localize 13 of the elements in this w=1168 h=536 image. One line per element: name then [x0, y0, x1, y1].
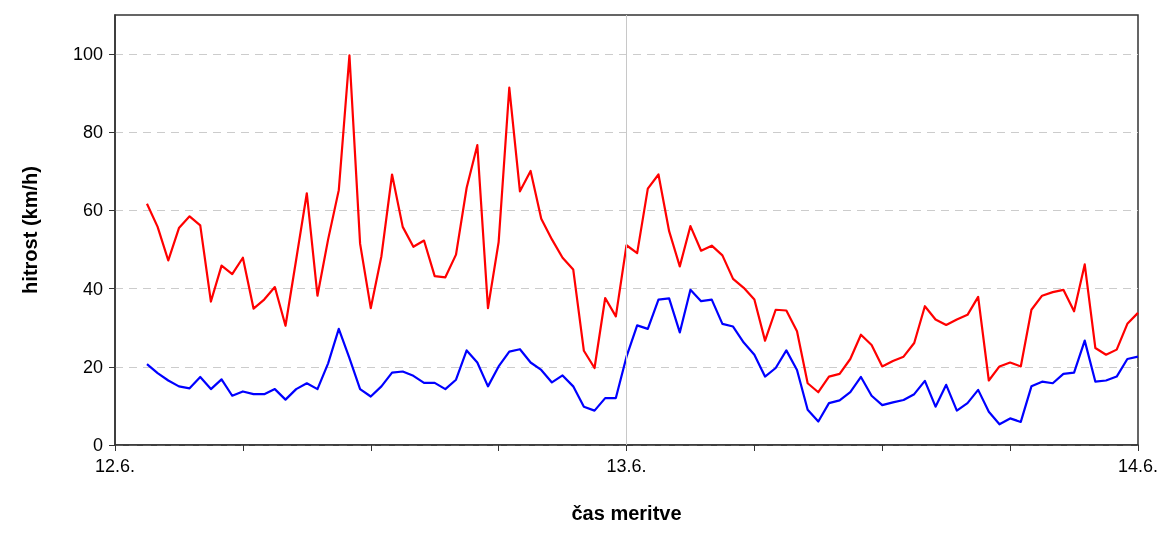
y-tick-label: 20	[82, 356, 103, 377]
line-series	[145, 54, 1140, 394]
y-tick-label: 0	[92, 435, 103, 455]
line-series	[145, 288, 1140, 426]
y-tick-label: 60	[82, 200, 103, 221]
y-tick-label: 40	[82, 278, 103, 299]
x-tick-label: 13.6.	[606, 456, 647, 476]
x-tick-label: 12.6.	[94, 456, 136, 476]
y-tick-label: 80	[82, 122, 103, 143]
x-tick-label: 14.6.	[1117, 456, 1159, 476]
y-axis-title: hitrost (km/h)	[19, 166, 41, 294]
x-axis-title: čas meritve	[571, 502, 682, 524]
y-tick-label: 100	[72, 44, 103, 65]
